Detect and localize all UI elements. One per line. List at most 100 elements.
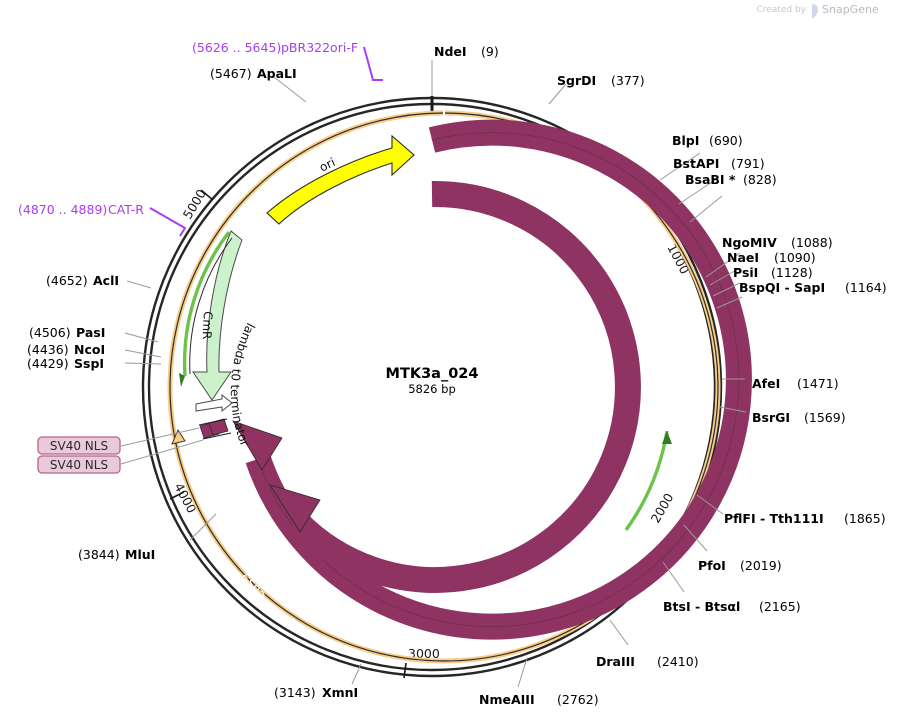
ndei-name: NdeI [434, 44, 467, 59]
green-primer-track-right [624, 430, 672, 531]
mlui-pos: (3844) [78, 547, 120, 562]
label-bsrgi[interactable]: BsrGI (1569) [752, 410, 846, 425]
label-bsabi[interactable]: BsaBI * (828) [685, 172, 777, 187]
sgrdi-pos: (377) [611, 73, 645, 88]
label-pfoi[interactable]: PfoI (2019) [698, 558, 782, 573]
primer-marker-cat-r[interactable] [149, 207, 187, 237]
pbr322-range: (5626 .. 5645) [192, 40, 281, 55]
bspqi-pos: (1164) [845, 280, 887, 295]
pasi-pos: (4506) [29, 325, 71, 340]
label-blpi[interactable]: BlpI (690) [672, 133, 743, 148]
label-bspqi-sapi[interactable]: BspQI - SapI (1164) [739, 280, 887, 295]
xmni-pos: (3143) [274, 685, 316, 700]
bspqi-name: BspQI - SapI [739, 280, 825, 295]
orange-track-arrowhead-group [171, 429, 186, 445]
xmni-name: XmnI [322, 685, 358, 700]
ngomiv-name: NgoMIV [722, 235, 777, 250]
snapgene-logo-icon [812, 4, 818, 19]
cmr-label: CmR [200, 311, 215, 340]
tick-4000-mark [169, 491, 185, 500]
psii-pos: (1128) [771, 265, 813, 280]
ori-feature[interactable]: ori [266, 134, 415, 225]
label-btsi-btsai[interactable]: BtsI - Btsαl (2165) [663, 599, 801, 614]
label-mlui[interactable]: (3844) MluI [78, 547, 155, 562]
label-naei[interactable]: NaeI (1090) [727, 250, 816, 265]
green-primer-track-left [179, 230, 233, 387]
cmr-arrow-shape [192, 230, 243, 401]
blpi-name: BlpI [672, 133, 699, 148]
label-psii[interactable]: PsiI (1128) [733, 265, 813, 280]
nls-box-1-label: SV40 NLS [50, 439, 108, 453]
ncoi-pos: (4436) [27, 342, 69, 357]
bsrgi-name: BsrGI [752, 410, 790, 425]
sv40-nls-box-1[interactable]: SV40 NLS [37, 436, 121, 455]
afei-name: AfeI [752, 376, 780, 391]
terminator-arrow-shape [195, 393, 233, 413]
apali-name: ApaLI [257, 66, 297, 81]
green-track-arrowhead [662, 431, 672, 444]
acli-name: AclI [93, 273, 119, 288]
bstapi-pos: (791) [731, 156, 765, 171]
ndei-pos: (9) [481, 44, 499, 59]
pasi-name: PasI [76, 325, 105, 340]
label-ncoi[interactable]: (4436) NcoI [27, 342, 105, 357]
nmeaiii-name: NmeAIII [479, 692, 535, 707]
tick-5000-mark [200, 189, 214, 201]
btsi-name: BtsI - Btsαl [663, 599, 740, 614]
watermark-prefix: Created by [756, 5, 806, 15]
btsi-pos: (2165) [759, 599, 801, 614]
psii-name: PsiI [733, 265, 758, 280]
snapgene-watermark: Created by SnapGene [756, 3, 879, 19]
cmr-feature[interactable]: CmR [192, 230, 243, 401]
primer-marker-pbr322ori-f[interactable] [363, 46, 383, 81]
sv40-nls-box-2[interactable]: SV40 NLS [37, 455, 121, 474]
sspi-pos: (4429) [27, 356, 69, 371]
pbr322-name: pBR322ori-F [281, 40, 358, 55]
label-bstapi[interactable]: BstAPI (791) [673, 156, 765, 171]
draiii-name: DraIII [596, 654, 635, 669]
label-ngomiv[interactable]: NgoMIV (1088) [722, 235, 833, 250]
cas9-outer-arrowhead [232, 420, 283, 471]
blpi-pos: (690) [709, 133, 743, 148]
label-pbr322ori-f[interactable]: (5626 .. 5645) pBR322ori-F [192, 40, 358, 55]
nls-box-2-label: SV40 NLS [50, 458, 108, 472]
label-xmni[interactable]: (3143) XmnI [274, 685, 358, 700]
naei-pos: (1090) [774, 250, 816, 265]
nls-box-1-bg [37, 436, 121, 455]
label-draiii[interactable]: DraIII (2410) [596, 654, 699, 669]
nmeaiii-pos: (2762) [557, 692, 599, 707]
nls-map-segments [198, 418, 232, 440]
leader-lines [120, 60, 747, 688]
bsabi-name: BsaBI * [685, 172, 736, 187]
plasmid-center-label: MTK3a_024 5826 bp [386, 366, 479, 396]
bsrgi-pos: (1569) [804, 410, 846, 425]
ngomiv-pos: (1088) [791, 235, 833, 250]
label-nmeaiii[interactable]: NmeAIII (2762) [479, 692, 599, 707]
pflfi-name: PflFI - Tth111I [724, 511, 824, 526]
label-pasi[interactable]: (4506) PasI [29, 325, 105, 340]
ori-arrow-shape [266, 134, 415, 225]
draiii-pos: (2410) [657, 654, 699, 669]
label-afei[interactable]: AfeI (1471) [752, 376, 839, 391]
sgrdi-name: SgrDI [557, 73, 596, 88]
apali-pos: (5467) [210, 66, 252, 81]
label-sgrdi[interactable]: SgrDI (377) [557, 73, 645, 88]
bsabi-pos: (828) [743, 172, 777, 187]
label-pflfi-tth111i[interactable]: PflFI - Tth111I (1865) [724, 511, 886, 526]
label-sspi[interactable]: (4429) SspI [27, 356, 104, 371]
ori-label: ori [317, 155, 337, 175]
afei-pos: (1471) [797, 376, 839, 391]
ori-label-text: ori [317, 155, 337, 175]
label-acli[interactable]: (4652) AclI [46, 273, 119, 288]
bstapi-name: BstAPI [673, 156, 719, 171]
plasmid-size: 5826 bp [408, 382, 456, 396]
label-ndei[interactable]: NdeI (9) [434, 44, 499, 59]
plasmid-name: MTK3a_024 [386, 366, 479, 382]
watermark-brand: SnapGene [822, 3, 879, 16]
label-cat-r[interactable]: (4870 .. 4889) CAT-R [18, 202, 144, 217]
pfoi-name: PfoI [698, 558, 726, 573]
green-track-left-arrowhead [179, 373, 185, 387]
mlui-name: MluI [125, 547, 155, 562]
label-apali[interactable]: (5467) ApaLI [210, 66, 297, 81]
